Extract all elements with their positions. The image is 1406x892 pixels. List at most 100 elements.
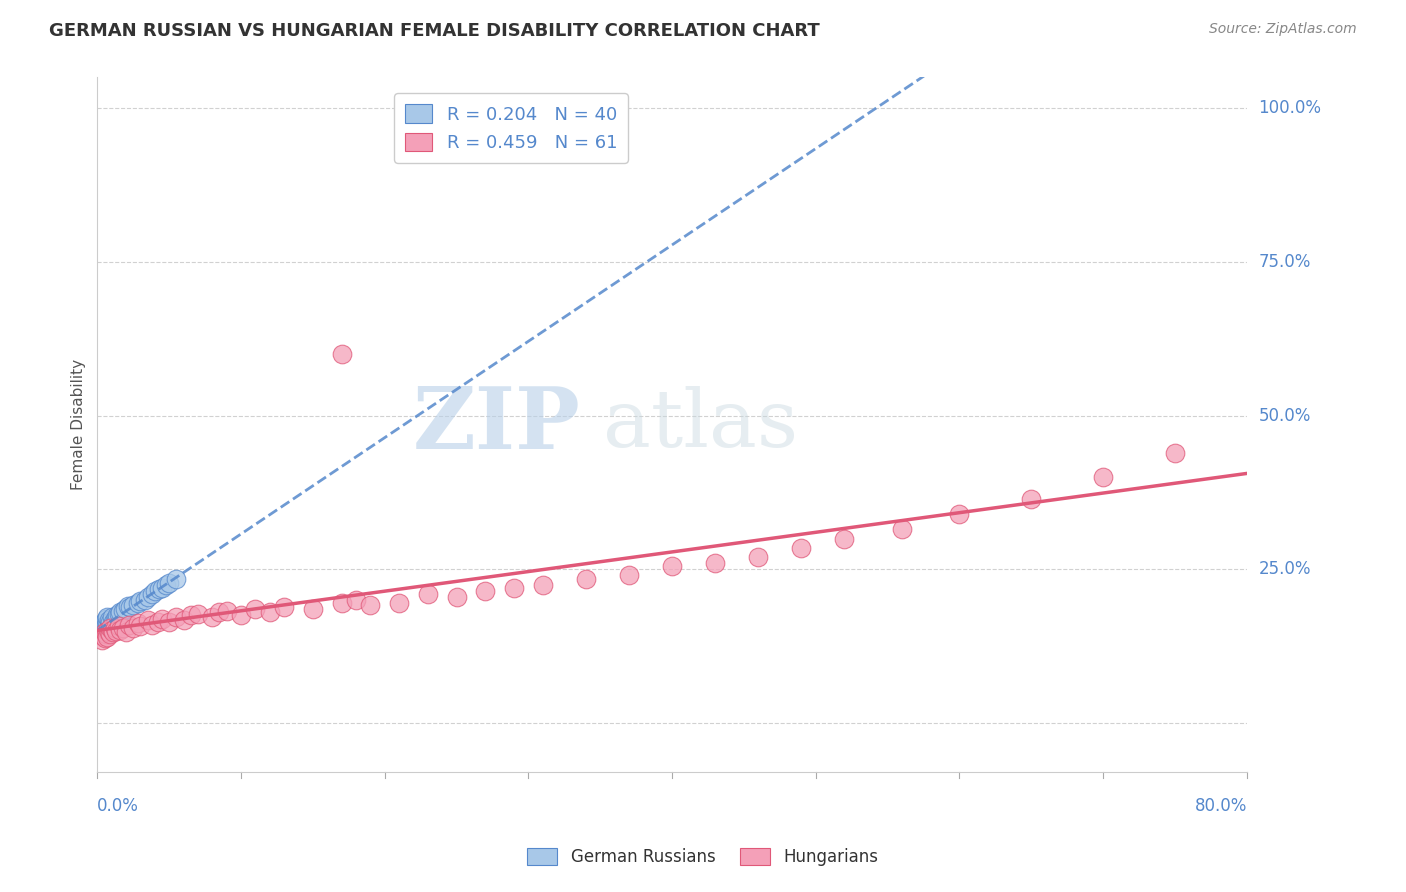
Point [94,611,117,625]
Point [446,590,468,604]
Point [661,559,683,574]
Point [93,624,115,638]
Point [302,602,325,616]
Point [704,556,727,570]
Point [112,621,135,635]
Point [531,578,554,592]
Point [1092,470,1115,484]
Point [100,610,122,624]
Point [93,625,115,640]
Point [1019,491,1042,506]
Point [110,606,132,620]
Point [150,581,173,595]
Point [165,572,187,586]
Point [93,631,115,645]
Point [330,596,353,610]
Point [245,602,267,616]
Point [120,600,142,615]
Point [122,598,145,612]
Point [98,621,121,635]
Point [96,621,118,635]
Point [105,613,128,627]
Point [110,623,132,637]
Point [201,610,224,624]
Point [94,627,117,641]
Point [155,578,177,592]
Point [96,610,118,624]
Point [104,611,127,625]
Point [98,621,121,635]
Point [90,633,112,648]
Point [104,621,127,635]
Point [1164,445,1187,459]
Text: ZIP: ZIP [412,383,581,467]
Point [834,532,856,546]
Point [575,572,598,586]
Point [146,615,169,629]
Point [617,568,640,582]
Point [891,522,914,536]
Point [101,625,124,640]
Point [108,619,131,633]
Point [165,610,187,624]
Point [100,617,122,632]
Point [97,619,120,633]
Point [359,598,381,612]
Point [105,624,128,638]
Point [129,619,152,633]
Point [187,607,209,621]
Text: Source: ZipAtlas.com: Source: ZipAtlas.com [1209,22,1357,37]
Point [94,623,117,637]
Point [96,624,118,638]
Point [91,625,114,640]
Point [90,621,112,635]
Point [98,615,121,629]
Text: 80.0%: 80.0% [1195,797,1247,815]
Point [96,616,118,631]
Point [107,608,129,623]
Point [141,587,163,601]
Point [117,599,139,614]
Point [388,596,411,610]
Point [114,602,136,616]
Point [229,608,252,623]
Point [93,619,115,633]
Point [259,606,281,620]
Point [97,625,120,640]
Point [96,630,118,644]
Point [93,615,115,629]
Point [122,621,145,635]
Point [503,581,526,595]
Point [101,615,124,629]
Point [97,613,120,627]
Text: atlas: atlas [603,386,799,464]
Y-axis label: Female Disability: Female Disability [72,359,86,491]
Text: 100.0%: 100.0% [1258,99,1322,117]
Point [148,582,170,596]
Point [115,625,138,640]
Point [157,575,180,590]
Text: GERMAN RUSSIAN VS HUNGARIAN FEMALE DISABILITY CORRELATION CHART: GERMAN RUSSIAN VS HUNGARIAN FEMALE DISAB… [49,22,820,40]
Point [134,593,156,607]
Point [747,549,769,564]
Point [180,608,202,623]
Point [344,593,367,607]
Point [98,627,121,641]
Point [416,587,439,601]
Point [150,611,173,625]
Text: 50.0%: 50.0% [1258,407,1310,425]
Text: 25.0%: 25.0% [1258,560,1310,578]
Point [790,541,813,555]
Point [108,607,131,621]
Point [127,596,149,610]
Point [474,583,496,598]
Point [129,594,152,608]
Point [91,629,114,643]
Point [100,623,122,637]
Text: 75.0%: 75.0% [1258,253,1310,271]
Point [208,606,231,620]
Point [948,507,970,521]
Point [112,604,135,618]
Point [127,616,149,631]
Point [273,600,295,615]
